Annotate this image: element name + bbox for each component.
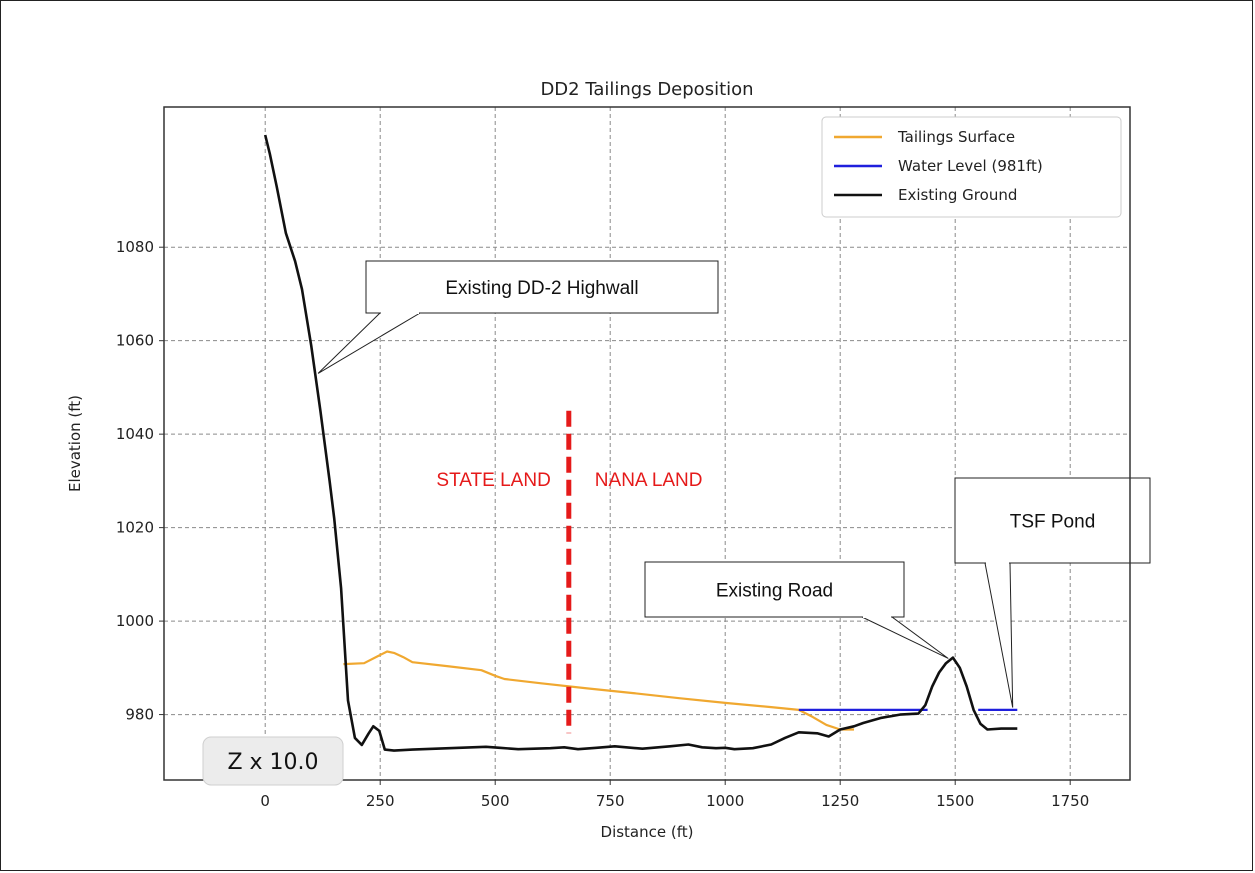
legend: Tailings Surface Water Level (981ft) Exist… [821,116,1122,218]
state-land-label: STATE LAND [436,470,550,491]
y-axis-label: Elevation (ft) [66,395,84,492]
y-tick-label: 1040 [116,425,154,443]
x-tick-label: 750 [596,792,625,810]
highwall-callout: Existing DD-2 Highwall [317,260,719,374]
highwall-callout-text: Existing DD-2 Highwall [445,278,638,299]
y-tick-label: 1020 [116,519,154,537]
road-callout-tail [861,616,949,659]
y-tick-label: 980 [125,706,154,724]
road-callout-box [644,561,905,618]
grid-lines [164,107,1130,780]
plot-area-border [163,106,1131,781]
x-tick-label: 1750 [1051,792,1089,810]
legend-entry: Water Level (981ft) [898,157,1043,175]
zoom-badge-text: Z x 10.0 [227,750,318,775]
legend-box [821,116,1122,218]
legend-entry: Existing Ground [898,186,1017,204]
existing-ground-line [263,134,1018,752]
tsf-pond-callout-tail [984,562,1014,708]
x-tick-label: 1250 [821,792,859,810]
x-tick-label: 1500 [936,792,974,810]
nana-land-label: NANA LAND [595,470,703,491]
x-tick-label: 250 [366,792,395,810]
y-tick-label: 1080 [116,238,154,256]
y-tick-label: 1000 [116,612,154,630]
highwall-callout-box [365,260,719,314]
road-callout-text: Existing Road [716,581,833,602]
axis-ticks: 0 250 500 750 1000 1250 1500 1750 980 1000 1020 104… [116,238,1089,810]
x-tick-label: 0 [260,792,270,810]
chart-title: DD2 Tailings Deposition [540,79,753,100]
road-callout: Existing Road [644,561,949,659]
annotation-layer: STATE LAND NANA LAND Existing DD-2 Highwal… [317,260,1151,734]
zoom-badge: Z x 10.0 [202,736,344,786]
x-tick-label: 1000 [706,792,744,810]
y-tick-label: 1060 [116,332,154,350]
highwall-callout-tail [317,312,422,374]
x-tick-label: 500 [481,792,510,810]
tsf-pond-callout-box [954,477,1151,564]
tsf-pond-callout: TSF Pond [954,477,1151,708]
x-axis-label: Distance (ft) [601,823,694,841]
tailings-surface-line [343,650,854,731]
zoom-badge-box [202,736,344,786]
legend-entry: Tailings Surface [897,128,1015,146]
tsf-pond-callout-text: TSF Pond [1010,512,1096,533]
series-layer [263,134,1018,752]
